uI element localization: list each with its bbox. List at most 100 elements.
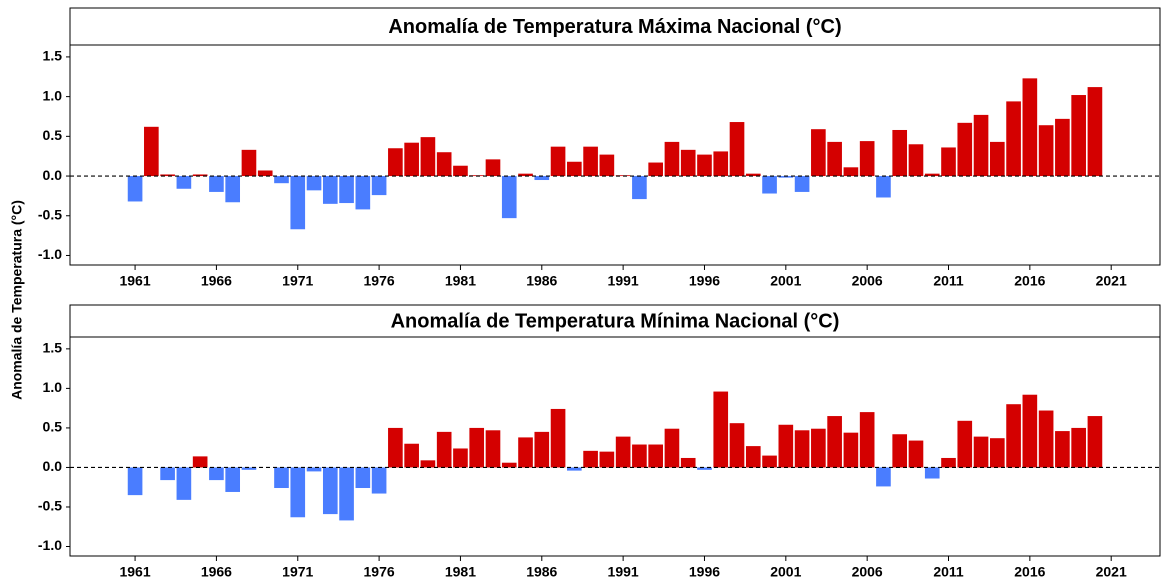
bar (404, 142, 419, 177)
bar (388, 148, 403, 177)
bar (1087, 416, 1103, 468)
bar (664, 428, 680, 468)
y-tick-label: -1.0 (38, 246, 62, 262)
bar (973, 114, 989, 177)
bar (144, 126, 159, 177)
bar (339, 467, 354, 521)
bar (567, 467, 582, 471)
y-tick-label: 1.0 (43, 87, 63, 103)
bar (745, 446, 761, 468)
bar (127, 176, 143, 202)
x-tick-label: 1991 (608, 273, 639, 289)
bar (713, 151, 729, 177)
bar (550, 408, 566, 468)
bar (127, 467, 143, 496)
bar (176, 467, 192, 500)
bar (388, 427, 403, 468)
y-tick-label: 1.5 (43, 48, 63, 64)
bar (404, 443, 419, 468)
bar (859, 412, 875, 468)
bar (209, 467, 224, 481)
bar (192, 174, 208, 177)
bar (420, 137, 436, 177)
x-tick-label: 2006 (852, 273, 883, 289)
bar (957, 420, 973, 468)
bar (794, 430, 810, 468)
bar (778, 176, 794, 178)
bar (306, 176, 322, 191)
bar (908, 144, 924, 177)
bar (534, 431, 550, 468)
bar (241, 467, 257, 470)
bar (908, 440, 924, 468)
bar (241, 149, 257, 177)
x-tick-label: 1971 (282, 564, 313, 580)
bar (567, 161, 582, 177)
bar (1006, 404, 1021, 468)
bar (274, 176, 289, 184)
x-tick-label: 1961 (119, 273, 150, 289)
x-tick-label: 2016 (1014, 273, 1045, 289)
y-tick-label: 1.5 (43, 340, 63, 356)
bar (225, 467, 241, 492)
x-tick-label: 2021 (1096, 564, 1127, 580)
bar (274, 467, 289, 489)
bar (1071, 427, 1086, 468)
bar (322, 467, 338, 515)
bar (599, 154, 615, 177)
bar (485, 430, 501, 468)
y-tick-label: -0.5 (38, 206, 62, 222)
y-tick-label: 1.0 (43, 379, 63, 395)
bar (924, 173, 940, 177)
bar (989, 438, 1005, 468)
bar (209, 176, 224, 192)
bar (648, 444, 663, 468)
x-tick-label: 1966 (201, 564, 232, 580)
bar (989, 141, 1005, 177)
bar (843, 167, 859, 177)
x-tick-label: 1971 (282, 273, 313, 289)
bar (1022, 394, 1038, 468)
y-tick-label: -1.0 (38, 537, 62, 553)
bar (680, 457, 696, 468)
x-tick-label: 1986 (526, 564, 557, 580)
x-tick-label: 1966 (201, 273, 232, 289)
chart-title: Anomalía de Temperatura Máxima Nacional … (388, 16, 841, 38)
x-tick-label: 2001 (770, 564, 801, 580)
bar (1087, 87, 1103, 177)
bar (290, 467, 306, 518)
bar (632, 176, 647, 200)
x-tick-label: 2006 (852, 564, 883, 580)
bar (1055, 431, 1070, 468)
x-tick-label: 1976 (364, 564, 395, 580)
bar (1071, 95, 1086, 177)
x-tick-label: 1986 (526, 273, 557, 289)
bar (762, 455, 777, 468)
bar (941, 147, 956, 177)
bar (371, 467, 387, 494)
bar (762, 176, 777, 194)
bar (518, 437, 533, 468)
bar (257, 170, 273, 177)
x-tick-label: 1981 (445, 273, 476, 289)
y-axis-title: Anomalía de Temperatura (°C) (9, 200, 25, 400)
bar (973, 436, 989, 468)
bar (469, 427, 485, 468)
bar (892, 129, 908, 177)
bar (713, 391, 729, 468)
bar (827, 416, 842, 468)
x-tick-label: 2011 (933, 564, 964, 580)
bar (778, 424, 794, 468)
bar (355, 467, 371, 489)
bar (1038, 125, 1054, 177)
x-tick-label: 2001 (770, 273, 801, 289)
bar (827, 141, 842, 177)
y-tick-label: -0.5 (38, 498, 62, 514)
bar (697, 154, 712, 177)
x-tick-label: 1991 (608, 564, 639, 580)
bar (436, 431, 452, 468)
bar (534, 176, 550, 181)
plot-frame (69, 44, 1161, 266)
chart-title: Anomalía de Temperatura Mínima Nacional … (391, 310, 840, 332)
bar (876, 467, 891, 487)
